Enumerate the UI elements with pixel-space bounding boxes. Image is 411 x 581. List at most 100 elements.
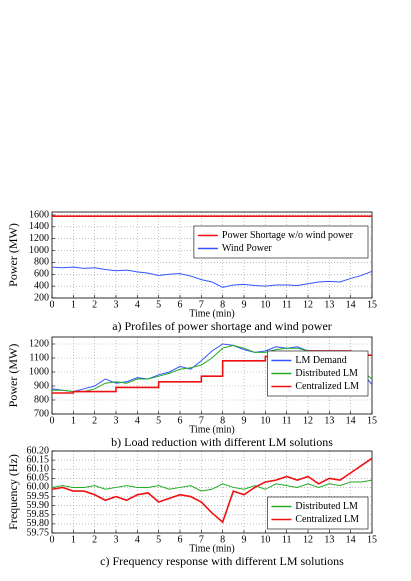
caption: b) Load reduction with different LM solu… — [111, 435, 333, 449]
x-tick-label: 7 — [199, 299, 204, 310]
x-tick-label: 14 — [346, 299, 356, 310]
x-tick-label: 11 — [282, 534, 292, 545]
x-tick-label: 9 — [242, 299, 247, 310]
y-tick-label: 800 — [34, 394, 49, 405]
y-tick-label: 1000 — [29, 245, 49, 256]
y-tick-label: 60.10 — [27, 464, 50, 475]
y-tick-label: 400 — [34, 280, 49, 291]
legend: Distributed LM Centralized LM — [267, 496, 369, 530]
x-tick-label: 2 — [92, 299, 97, 310]
y-tick-label: 700 — [34, 408, 49, 419]
x-tick-label: 0 — [50, 534, 55, 545]
y-tick-label: 60.20 — [27, 445, 50, 456]
x-tick-label: 0 — [50, 299, 55, 310]
x-tick-label: 4 — [135, 534, 140, 545]
x-tick-label: 9 — [242, 534, 247, 545]
x-tick-label: 0 — [50, 415, 55, 426]
x-tick-label: 12 — [303, 534, 313, 545]
x-tick-label: 13 — [324, 299, 334, 310]
x-tick-label: 12 — [303, 299, 313, 310]
y-tick-label: 60.05 — [27, 473, 50, 484]
x-tick-label: 9 — [242, 415, 247, 426]
x-tick-label: 15 — [367, 534, 377, 545]
chart: 59.7559.8059.8559.9059.9560.0060.0560.10… — [6, 445, 377, 567]
x-tick-label: 7 — [199, 534, 204, 545]
y-tick-label: 1000 — [29, 366, 49, 377]
x-tick-label: 3 — [114, 534, 119, 545]
y-tick-label: 59.80 — [27, 518, 50, 529]
legend-label: Distributed LM — [295, 368, 358, 379]
legend-label: Centralized LM — [295, 514, 359, 525]
y-tick-label: 1600 — [29, 209, 49, 220]
x-axis-label: Time (min) — [189, 308, 234, 319]
y-tick-label: 1200 — [29, 338, 49, 349]
x-tick-label: 3 — [114, 299, 119, 310]
x-tick-label: 10 — [260, 299, 270, 310]
x-tick-label: 12 — [303, 415, 313, 426]
y-axis-label: Frequency (Hz) — [6, 454, 20, 530]
y-tick-label: 59.85 — [27, 509, 50, 520]
x-tick-label: 13 — [324, 534, 334, 545]
x-tick-label: 5 — [156, 415, 161, 426]
x-tick-label: 14 — [346, 415, 356, 426]
y-tick-label: 60.00 — [27, 482, 50, 493]
plot-frame — [51, 450, 373, 534]
series-line — [51, 457, 373, 524]
legend-label: Power Shortage w/o wind power — [222, 230, 354, 241]
y-tick-label: 59.90 — [27, 500, 50, 511]
x-tick-label: 6 — [178, 415, 183, 426]
x-tick-label: 11 — [282, 299, 292, 310]
y-tick-label: 900 — [34, 380, 49, 391]
legend-label: Wind Power — [222, 243, 273, 254]
plot-frame — [51, 211, 373, 299]
x-tick-label: 4 — [135, 415, 140, 426]
caption: a) Profiles of power shortage and wind p… — [112, 319, 332, 333]
y-tick-label: 600 — [34, 269, 49, 280]
y-tick-label: 60.15 — [27, 454, 50, 465]
y-axis-label: Power (MW) — [6, 223, 20, 287]
legend-label: Distributed LM — [295, 501, 358, 512]
x-tick-label: 6 — [178, 534, 183, 545]
legend-box — [193, 225, 369, 259]
x-tick-label: 4 — [135, 299, 140, 310]
x-tick-label: 6 — [178, 299, 183, 310]
x-tick-label: 15 — [367, 415, 377, 426]
x-tick-label: 5 — [156, 534, 161, 545]
x-tick-label: 8 — [220, 534, 225, 545]
caption: c) Frequency response with different LM … — [100, 554, 344, 568]
x-tick-label: 10 — [260, 534, 270, 545]
x-tick-label: 1 — [71, 415, 76, 426]
x-tick-label: 13 — [324, 415, 334, 426]
plot-frame — [51, 336, 373, 415]
y-tick-label: 1400 — [29, 221, 49, 232]
x-axis-label: Time (min) — [189, 424, 234, 435]
series-line — [51, 479, 373, 492]
x-tick-label: 1 — [71, 299, 76, 310]
x-tick-label: 3 — [114, 415, 119, 426]
y-tick-label: 59.75 — [27, 527, 50, 538]
y-axis-label: Power (MW) — [6, 344, 20, 408]
x-tick-label: 8 — [220, 299, 225, 310]
x-tick-label: 5 — [156, 299, 161, 310]
x-tick-label: 14 — [346, 534, 356, 545]
series-line — [51, 266, 373, 288]
x-tick-label: 11 — [282, 415, 292, 426]
legend: LM Demand Distributed LM Centralized LM — [267, 350, 369, 397]
x-tick-label: 15 — [367, 299, 377, 310]
y-tick-label: 1100 — [29, 352, 49, 363]
y-tick-label: 59.95 — [27, 491, 50, 502]
y-tick-label: 800 — [34, 257, 49, 268]
y-tick-label: 200 — [34, 292, 49, 303]
legend: Power Shortage w/o wind power Wind Power — [193, 225, 369, 259]
x-tick-label: 10 — [260, 415, 270, 426]
legend-box — [267, 496, 369, 530]
legend-label: Centralized LM — [295, 381, 359, 392]
x-tick-label: 2 — [92, 415, 97, 426]
x-axis-label: Time (min) — [189, 543, 234, 554]
x-tick-label: 2 — [92, 534, 97, 545]
legend-label: LM Demand — [295, 355, 346, 366]
